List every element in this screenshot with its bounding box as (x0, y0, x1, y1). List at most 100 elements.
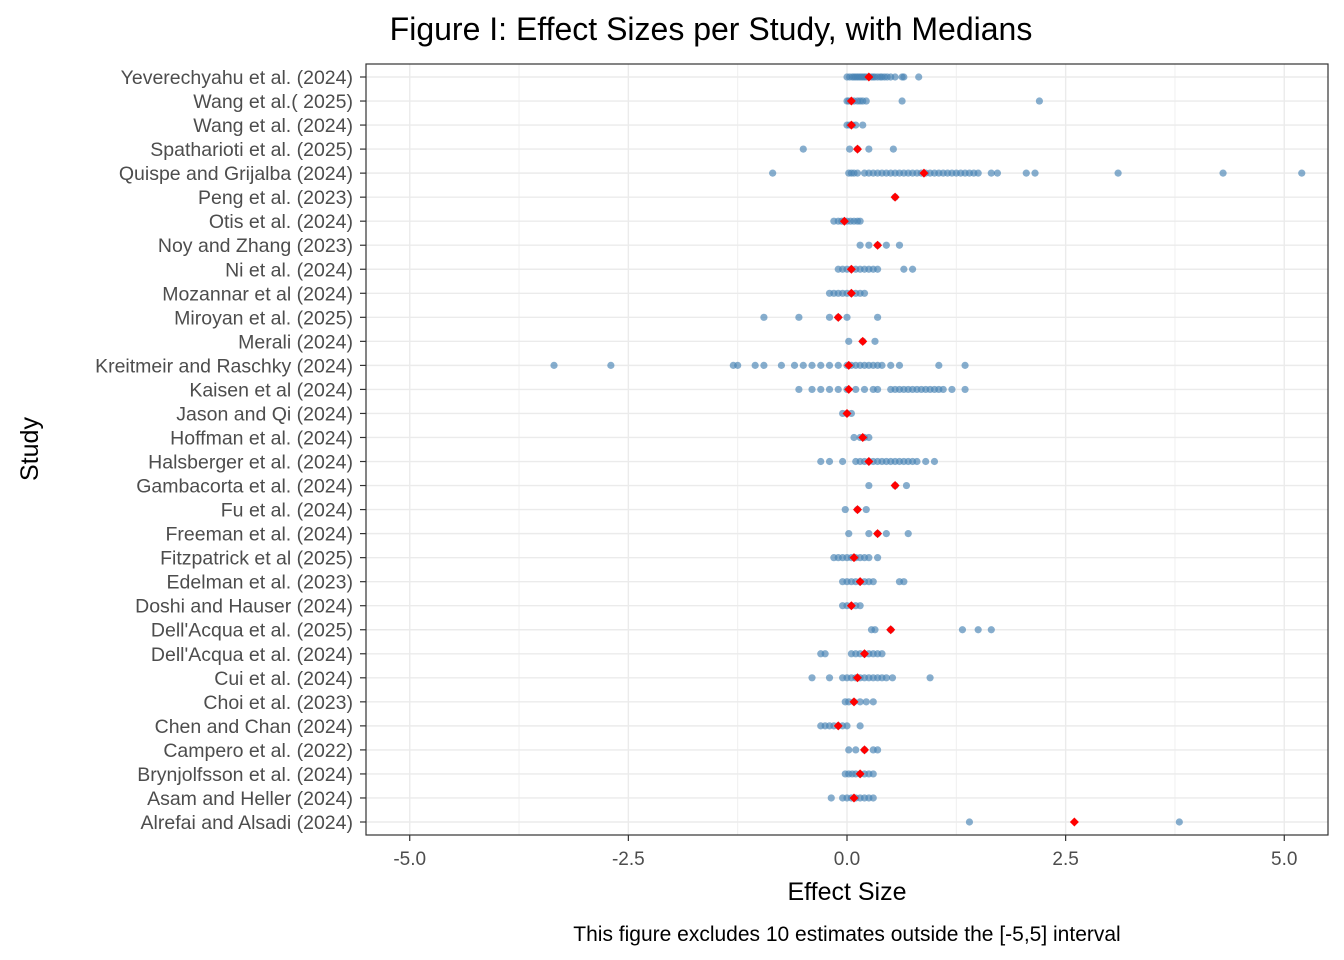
data-point (839, 457, 847, 466)
data-point (1298, 169, 1306, 177)
x-tick-label: -5.0 (393, 849, 426, 870)
data-point (845, 698, 853, 706)
data-point (825, 361, 834, 369)
data-point (874, 385, 882, 394)
data-point (827, 794, 835, 802)
data-point (843, 313, 851, 321)
data-point (852, 385, 860, 394)
data-point (958, 626, 967, 634)
median-marker (1069, 817, 1079, 827)
data-point (817, 385, 825, 394)
median-marker (833, 721, 843, 731)
data-point (1022, 169, 1030, 177)
data-point (769, 169, 777, 177)
median-marker (890, 192, 900, 202)
data-point (915, 73, 923, 81)
median-marker (873, 529, 883, 539)
y-tick-label: Dell'Acqua et al. (2024) (151, 644, 353, 666)
median-marker (864, 72, 874, 82)
y-tick-label: Wang et al. (2024) (193, 115, 353, 137)
median-marker (858, 432, 868, 442)
y-tick-label: Asam and Heller (2024) (147, 788, 353, 810)
median-marker (846, 288, 856, 298)
data-point (895, 361, 904, 369)
median-marker (844, 384, 854, 394)
median-marker (844, 360, 854, 370)
data-point (760, 313, 768, 321)
median-marker (833, 312, 843, 322)
data-point (871, 626, 879, 634)
median-marker (855, 577, 865, 587)
data-point (862, 505, 870, 514)
data-point (865, 554, 873, 562)
y-tick-label: Otis et al. (2024) (209, 211, 353, 233)
data-point (865, 433, 873, 442)
median-marker (890, 481, 900, 491)
data-point (825, 313, 834, 321)
data-point (888, 674, 897, 682)
median-marker (859, 745, 869, 755)
data-point (865, 145, 873, 153)
median-marker (846, 264, 856, 274)
data-point (869, 698, 877, 706)
data-point (845, 530, 853, 538)
x-axis: -5.0 -2.5 0.0 2.5 5.0 (393, 835, 1297, 870)
y-tick-label: Merali (2024) (238, 331, 353, 353)
data-point (908, 265, 917, 273)
median-marker (864, 457, 874, 467)
median-marker (886, 625, 896, 635)
data-point (869, 578, 877, 586)
data-point (799, 361, 807, 369)
data-point (808, 385, 816, 394)
y-tick-label: Cui et al. (2024) (214, 668, 353, 690)
data-point (751, 361, 759, 369)
data-point (865, 241, 873, 249)
median-marker (849, 793, 859, 803)
y-tick-label: Kaisen et al (2024) (189, 379, 353, 401)
data-point (841, 505, 849, 514)
y-tick-label: Chen and Chan (2024) (155, 716, 353, 738)
y-axis-title: Study (16, 417, 44, 481)
median-marker (849, 553, 859, 563)
data-point (939, 385, 947, 394)
y-tick-label: Fu et al. (2024) (221, 500, 353, 522)
data-point (795, 313, 803, 321)
data-point (882, 530, 890, 538)
data-point (898, 97, 906, 105)
data-point (856, 698, 864, 706)
y-tick-label: Peng et al. (2023) (198, 187, 353, 209)
data-point (865, 530, 873, 538)
median-marker (849, 697, 859, 707)
data-point (834, 385, 842, 394)
y-tick-label: Hoffman et al. (2024) (170, 427, 353, 449)
data-point (799, 145, 807, 153)
data-point (926, 674, 934, 682)
data-point (882, 241, 890, 249)
data-point (862, 97, 870, 105)
data-point (795, 385, 803, 394)
data-point (878, 650, 886, 658)
y-tick-label: Yeverechyahu et al. (2024) (121, 67, 353, 89)
y-axis: Yeverechyahu et al. (2024)Wang et al.( 2… (95, 67, 366, 834)
y-tick-label: Spatharioti et al. (2025) (150, 139, 353, 161)
y-tick-label: Quispe and Grijalba (2024) (119, 163, 353, 185)
x-tick-label: 0.0 (834, 849, 860, 870)
data-point (825, 385, 834, 394)
data-point (878, 361, 886, 369)
y-tick-label: Ni et al. (2024) (225, 259, 353, 281)
median-marker (858, 336, 868, 346)
y-tick-label: Mozannar et al (2024) (162, 283, 353, 305)
median-marker (859, 649, 869, 659)
data-point (922, 457, 930, 466)
y-tick-label: Noy and Zhang (2023) (158, 235, 353, 257)
y-tick-label: Edelman et al. (2023) (167, 572, 353, 594)
data-point (821, 650, 829, 658)
data-point (817, 361, 825, 369)
x-tick-label: 2.5 (1052, 849, 1078, 870)
data-point (856, 241, 864, 249)
data-point (760, 361, 768, 369)
data-point (874, 313, 882, 321)
data-point (550, 361, 558, 369)
data-point (860, 385, 869, 394)
data-point (974, 169, 982, 177)
